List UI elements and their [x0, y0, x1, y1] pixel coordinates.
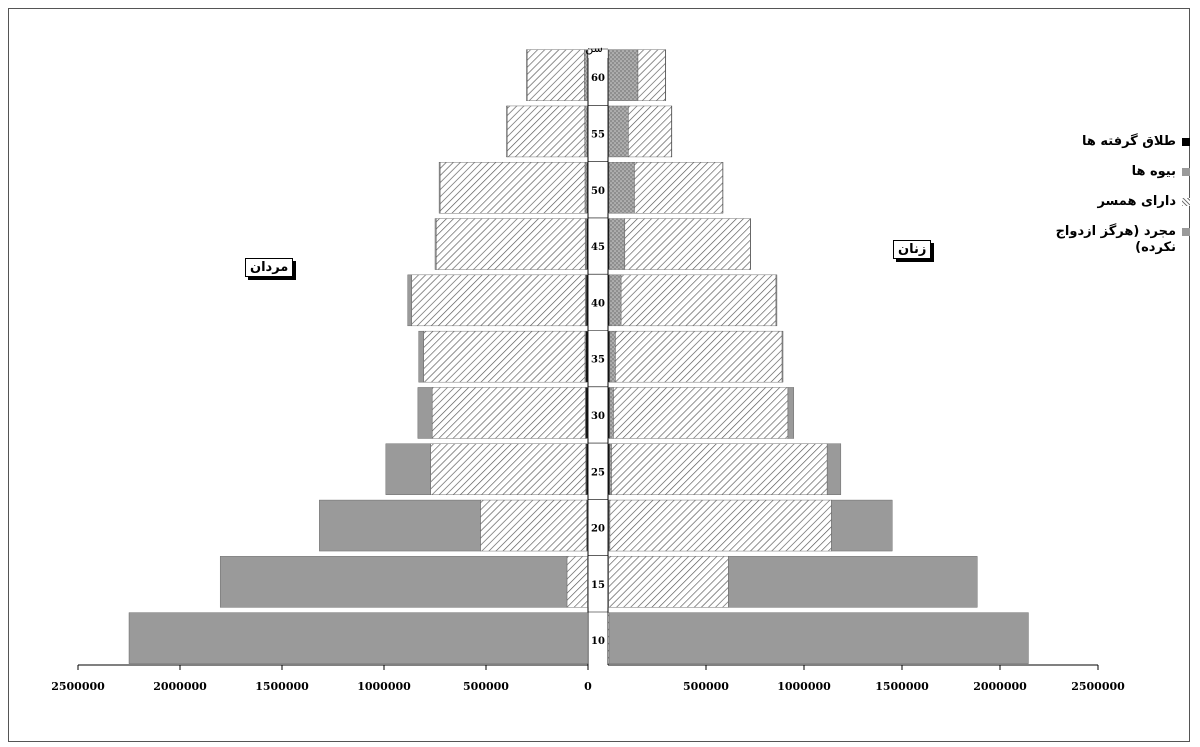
x-tick-label-right: 1000000 [777, 680, 831, 693]
labels-layer: 2500000 2000000 1500000 1000000 500000 0 50000… [51, 73, 1125, 693]
bar-women-single-25 [826, 443, 842, 495]
legend-item-married: دارای همسر [1040, 194, 1190, 210]
bar-women-divorced-25 [607, 443, 610, 495]
legend-swatch-widowed [1182, 168, 1190, 176]
bar-men-married-25 [430, 443, 586, 495]
bar-women-widowed-40 [609, 274, 622, 327]
bar-men-divorced-30 [585, 387, 589, 439]
bar-men-single-10 [128, 612, 589, 664]
bar-men-single-60 [526, 49, 528, 101]
x-tick-label-right: 1500000 [875, 680, 929, 693]
bar-men-married-60 [527, 49, 585, 101]
age-label-20: 20 [591, 524, 605, 535]
age-label-10: 10 [591, 636, 605, 647]
bar-men-married-35 [423, 330, 586, 383]
bar-men-widowed-50 [584, 162, 588, 214]
age-label-40: 40 [591, 298, 605, 309]
legend-label-divorced: طلاق گرفته ها [1081, 134, 1176, 149]
bar-men-widowed-55 [584, 105, 588, 158]
bar-men-married-40 [411, 274, 586, 327]
x-tick-label-left: 1500000 [255, 680, 309, 693]
age-label-60: 60 [591, 73, 605, 84]
bar-men-married-30 [431, 387, 586, 439]
x-tick-label-left: 2000000 [153, 680, 207, 693]
bar-women-married-40 [620, 274, 777, 327]
bar-men-divorced-25 [586, 443, 589, 495]
bars-layer [128, 49, 1029, 664]
bar-women-widowed-25 [609, 443, 612, 495]
bar-men-single-25 [385, 443, 431, 495]
x-tick-label-right: 2500000 [1071, 680, 1125, 693]
legend-swatch-married [1182, 198, 1190, 206]
x-tick-label-left: 500000 [463, 680, 509, 693]
bar-women-divorced-30 [607, 387, 610, 439]
x-tick-label-right: 500000 [683, 680, 729, 693]
bar-women-married-45 [624, 218, 751, 270]
bar-women-single-35 [781, 330, 784, 383]
bar-men-single-15 [219, 556, 568, 608]
bar-men-single-50 [438, 162, 441, 214]
legend-label-widowed: بیوه ها [1131, 164, 1176, 179]
men-label: مردان [245, 258, 294, 277]
bar-women-married-35 [615, 330, 783, 383]
bar-women-married-50 [634, 162, 723, 214]
bar-women-single-40 [775, 274, 778, 327]
age-label-45: 45 [591, 242, 605, 253]
bar-women-married-15 [608, 556, 729, 608]
bar-women-single-10 [608, 612, 1029, 664]
age-axis-title: سن [585, 42, 603, 55]
bar-women-single-30 [787, 387, 795, 439]
legend-item-single: مجرد (هرگز ازدواج نکرده) [1040, 224, 1190, 256]
bar-men-married-50 [439, 162, 586, 214]
legend: طلاق گرفته ها بیوه ها دارای همسر مجرد (ه… [1040, 134, 1190, 270]
x-tick-label-right: 2000000 [973, 680, 1027, 693]
bar-men-married-20 [480, 499, 587, 552]
legend-swatch-single [1182, 228, 1190, 236]
legend-item-widowed: بیوه ها [1040, 164, 1190, 180]
age-label-15: 15 [591, 580, 605, 591]
bar-women-single-15 [728, 556, 978, 608]
bar-men-divorced-35 [585, 330, 589, 383]
legend-label-married: دارای همسر [1097, 194, 1176, 209]
bar-women-married-30 [613, 387, 789, 439]
bar-men-married-55 [507, 105, 585, 158]
bar-men-single-45 [434, 218, 437, 270]
bar-men-single-20 [319, 499, 481, 552]
age-label-25: 25 [591, 467, 605, 478]
x-tick-label-left: 0 [584, 680, 592, 693]
bar-women-widowed-60 [608, 49, 639, 101]
women-label: زنان [893, 240, 932, 259]
bar-women-divorced-40 [607, 274, 610, 327]
age-label-50: 50 [591, 186, 605, 197]
bar-men-divorced-40 [586, 274, 589, 327]
bar-men-single-55 [506, 105, 508, 158]
bar-men-single-30 [417, 387, 433, 439]
bar-women-married-55 [628, 105, 672, 158]
bar-men-widowed-45 [584, 218, 587, 270]
bar-women-widowed-30 [609, 387, 614, 439]
x-tick-label-left: 2500000 [51, 680, 105, 693]
bar-men-widowed-60 [584, 49, 588, 101]
bar-women-widowed-45 [608, 218, 626, 270]
age-label-30: 30 [591, 411, 605, 422]
bar-men-single-35 [418, 330, 424, 383]
legend-item-divorced: طلاق گرفته ها [1040, 134, 1190, 150]
age-label-35: 35 [591, 355, 605, 366]
legend-label-single: مجرد (هرگز ازدواج نکرده) [1055, 224, 1176, 255]
x-tick-label-left: 1000000 [357, 680, 411, 693]
bar-women-married-25 [611, 443, 828, 495]
bar-men-married-15 [566, 556, 588, 608]
legend-swatch-divorced [1182, 138, 1190, 146]
bar-women-single-20 [831, 499, 893, 552]
bar-men-single-40 [407, 274, 412, 327]
age-label-55: 55 [591, 129, 605, 140]
bar-men-married-45 [436, 218, 586, 270]
bar-women-married-20 [609, 499, 832, 552]
bar-women-divorced-35 [607, 330, 610, 383]
bar-women-widowed-35 [609, 330, 616, 383]
bar-women-widowed-55 [608, 105, 629, 158]
bar-women-married-60 [637, 49, 666, 101]
bar-women-widowed-50 [608, 162, 635, 214]
